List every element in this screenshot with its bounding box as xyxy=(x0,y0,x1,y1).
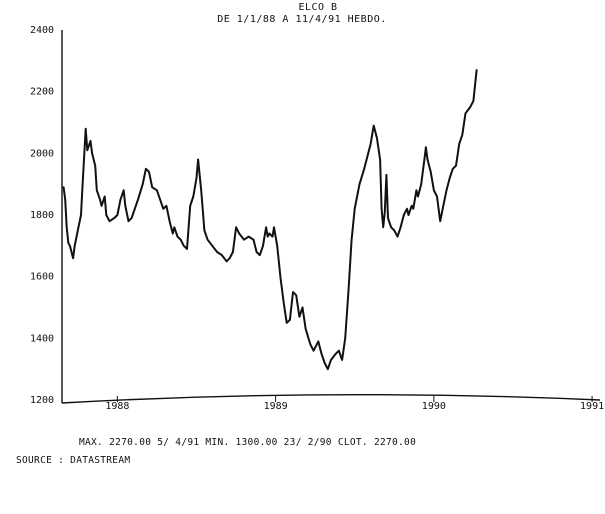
y-axis-ticks: 1200 1400 1600 1800 2000 2200 2400 xyxy=(30,25,54,406)
source-line: SOURCE : DATASTREAM xyxy=(16,455,131,466)
x-tick-label: 1991 xyxy=(580,401,604,412)
y-tick-label: 1800 xyxy=(30,210,54,221)
chart-subtitle: DE 1/1/88 A 11/4/91 HEBDO. xyxy=(217,14,387,25)
y-tick-label: 1400 xyxy=(30,333,54,344)
y-tick-label: 1200 xyxy=(30,395,54,406)
x-axis-ticks: 1988 1989 1990 1991 xyxy=(105,396,604,412)
x-tick-label: 1990 xyxy=(422,401,446,412)
x-axis-line xyxy=(61,393,601,404)
x-tick-label: 1989 xyxy=(264,401,288,412)
y-tick-label: 1600 xyxy=(30,272,54,283)
chart-title: ELCO B xyxy=(298,2,337,13)
y-tick-label: 2000 xyxy=(30,148,54,159)
stats-line: MAX. 2270.00 5/ 4/91 MIN. 1300.00 23/ 2/… xyxy=(79,437,417,448)
y-tick-label: 2400 xyxy=(30,25,54,36)
x-tick-label: 1988 xyxy=(105,401,129,412)
series-line xyxy=(62,69,478,371)
y-tick-label: 2200 xyxy=(30,87,54,98)
